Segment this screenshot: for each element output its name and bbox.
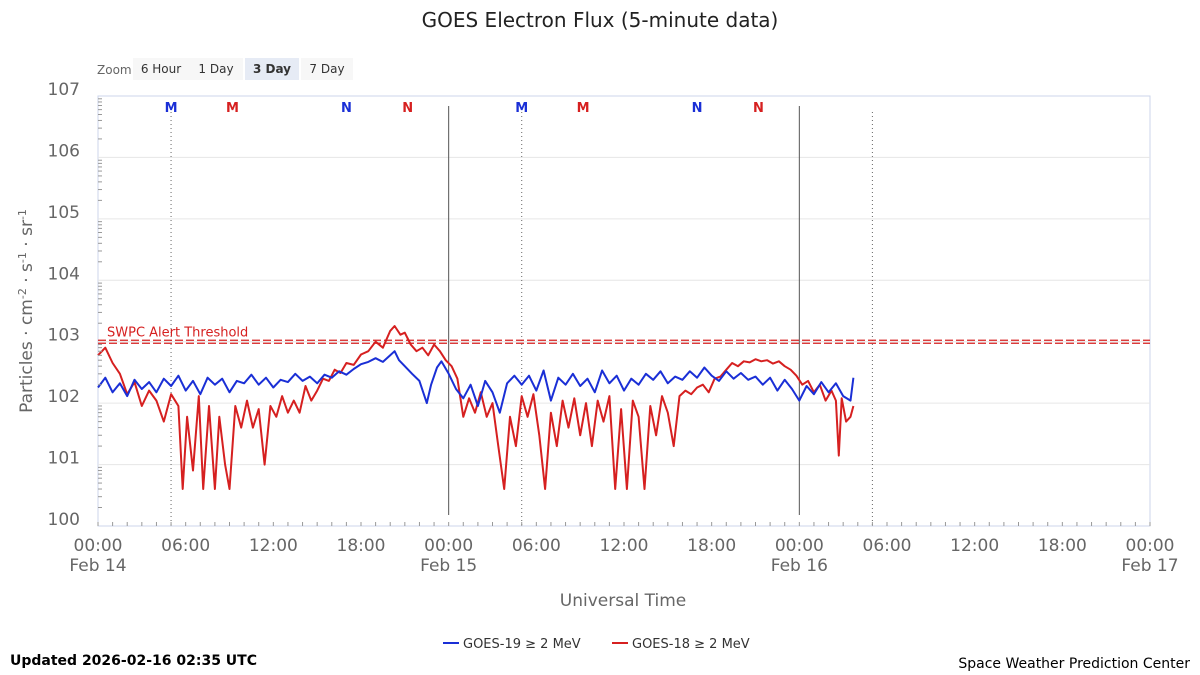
x-tick: 12:00	[600, 536, 649, 556]
legend-label: GOES-19 ≥ 2 MeV	[463, 637, 581, 652]
x-tick-date: Feb 14	[69, 556, 126, 576]
credit-text: Space Weather Prediction Center	[958, 656, 1190, 672]
y-tick-label: 101	[48, 449, 80, 469]
grid	[98, 156, 1150, 466]
x-tick: 12:00	[950, 536, 999, 556]
x-tick-time: 18:00	[337, 536, 386, 556]
time-marker-m: M	[226, 101, 239, 116]
time-marker-m: M	[577, 101, 590, 116]
series-line-goes-18	[97, 325, 855, 490]
y-tick: 102	[48, 387, 80, 407]
threshold-label: SWPC Alert Threshold	[107, 326, 248, 341]
x-tick-date: Feb 16	[771, 556, 828, 576]
series-line-goes-19	[97, 350, 855, 414]
x-tick-time: 12:00	[249, 536, 298, 556]
x-tick: 06:00	[863, 536, 912, 556]
zoom-button-3-day[interactable]: 3 Day	[245, 58, 299, 80]
y-tick-label: 102	[48, 387, 80, 407]
x-tick: 18:00	[337, 536, 386, 556]
zoom-button-bg	[245, 58, 299, 80]
series	[97, 325, 855, 490]
y-tick: 106	[48, 141, 80, 161]
y-tick: 107	[48, 80, 80, 100]
zoom-button-bg	[133, 58, 189, 80]
y-tick-label: 107	[48, 80, 80, 100]
y-tick: 103	[48, 326, 80, 346]
x-tick-time: 00:00	[775, 536, 824, 556]
zoom-button-bg	[189, 58, 243, 80]
updated-timestamp: Updated 2026-02-16 02:35 UTC	[10, 653, 257, 669]
y-tick: 101	[48, 449, 80, 469]
x-tick: 18:00	[1038, 536, 1087, 556]
time-marker-n: N	[753, 101, 764, 116]
y-axis: 100 101 102 103 104 105 106 107	[48, 80, 102, 530]
y-tick-label: 104	[48, 264, 80, 284]
x-tick-time: 06:00	[863, 536, 912, 556]
x-tick-time: 00:00	[74, 536, 123, 556]
x-tick: 06:00	[161, 536, 210, 556]
x-tick-time: 18:00	[1038, 536, 1087, 556]
legend-item-goes-19: GOES-19 ≥ 2 MeV	[443, 637, 581, 652]
time-marker-m: M	[165, 101, 178, 116]
zoom-button-label: 6 Hour	[141, 62, 181, 76]
y-axis-label: Particles · cm-2 · s-1 · sr-1	[16, 209, 38, 413]
alert-threshold: SWPC Alert Threshold	[98, 326, 1150, 344]
time-marker-n: N	[341, 101, 352, 116]
zoom-button-label: 3 Day	[253, 62, 291, 76]
x-tick-time: 00:00	[424, 536, 473, 556]
x-tick-time: 06:00	[161, 536, 210, 556]
x-tick-time: 12:00	[950, 536, 999, 556]
y-axis-label-text: Particles · cm-2 · s-1 · sr-1	[16, 209, 38, 413]
zoom-label: Zoom	[97, 63, 132, 77]
y-tick: 104	[48, 264, 80, 284]
zoom-button-label: 7 Day	[309, 62, 344, 76]
y-tick-label: 100	[48, 510, 80, 530]
reference-lines	[170, 106, 873, 526]
chart-title: GOES Electron Flux (5-minute data)	[422, 8, 779, 32]
legend: GOES-19 ≥ 2 MeV GOES-18 ≥ 2 MeV	[443, 637, 750, 652]
y-tick-label: 106	[48, 141, 80, 161]
legend-label: GOES-18 ≥ 2 MeV	[632, 637, 750, 652]
zoom-button-label: 1 Day	[198, 62, 233, 76]
zoom-button-1-day[interactable]: 1 Day	[189, 58, 243, 80]
legend-item-goes-18: GOES-18 ≥ 2 MeV	[612, 637, 750, 652]
zoom-button-bg	[301, 58, 353, 80]
x-tick-time: 00:00	[1126, 536, 1175, 556]
x-tick: 12:00	[249, 536, 298, 556]
time-marker-m: M	[515, 101, 528, 116]
zoom-selector: Zoom 6 Hour 1 Day 3 Day 7 Day	[97, 58, 353, 80]
time-marker-n: N	[692, 101, 703, 116]
x-tick-date: Feb 15	[420, 556, 477, 576]
x-tick: 06:00	[512, 536, 561, 556]
y-tick: 100	[48, 510, 80, 530]
y-tick-label: 103	[48, 326, 80, 346]
x-axis-label: Universal Time	[560, 591, 686, 611]
x-tick-time: 06:00	[512, 536, 561, 556]
x-tick-time: 18:00	[687, 536, 736, 556]
zoom-button-7-day[interactable]: 7 Day	[301, 58, 353, 80]
x-tick-time: 12:00	[600, 536, 649, 556]
x-tick-date: Feb 17	[1121, 556, 1178, 576]
y-tick: 105	[48, 203, 80, 223]
y-tick-label: 105	[48, 203, 80, 223]
time-marker-n: N	[402, 101, 413, 116]
zoom-button-6-hour[interactable]: 6 Hour	[133, 58, 189, 80]
x-tick: 18:00	[687, 536, 736, 556]
